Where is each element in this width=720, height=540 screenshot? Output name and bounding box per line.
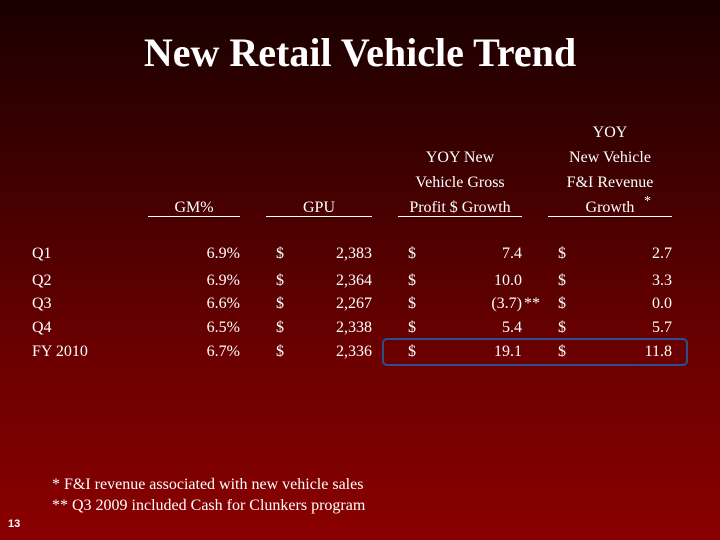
- row-2-gpu-cur: $: [276, 295, 284, 312]
- row-2-fi: 0.0: [652, 295, 672, 312]
- header-yoy-gross-line1: YOY New: [425, 149, 495, 166]
- row-1-gpu-cur: $: [276, 272, 284, 289]
- fy2010-highlight-box: [382, 338, 688, 366]
- row-0-gpu-cur: $: [276, 245, 284, 262]
- row-3-fi-cur: $: [558, 319, 566, 336]
- row-2-gpu: 2,267: [336, 295, 372, 312]
- header-yoy-fi-footnote-marker: *: [644, 194, 651, 209]
- header-yoy-fi-line3: F&I Revenue: [566, 174, 654, 191]
- header-gpu: GPU: [302, 199, 335, 216]
- row-4-gross: 19.1: [494, 343, 522, 360]
- row-0-gross: 7.4: [502, 245, 522, 262]
- row-1-gross-cur: $: [408, 272, 416, 289]
- row-1-label: Q2: [32, 272, 52, 289]
- header-yoy-gross-underline: [398, 216, 522, 217]
- row-4-gpu-cur: $: [276, 343, 284, 360]
- row-0-fi-cur: $: [558, 245, 566, 262]
- row-4-gross-cur: $: [408, 343, 416, 360]
- row-4-fi-cur: $: [558, 343, 566, 360]
- row-3-gm: 6.5%: [206, 319, 240, 336]
- row-2-gm: 6.6%: [206, 295, 240, 312]
- row-2-gross-note: **: [524, 295, 540, 312]
- row-3-gross: 5.4: [502, 319, 522, 336]
- header-yoy-fi-line2: New Vehicle: [569, 149, 651, 166]
- row-3-gpu: 2,338: [336, 319, 372, 336]
- row-0-gm: 6.9%: [206, 245, 240, 262]
- row-4-label: FY 2010: [32, 343, 88, 360]
- row-3-gpu-cur: $: [276, 319, 284, 336]
- row-1-fi: 3.3: [652, 272, 672, 289]
- row-2-gross: (3.7): [491, 295, 522, 312]
- row-1-gpu: 2,364: [336, 272, 372, 289]
- row-4-gpu: 2,336: [336, 343, 372, 360]
- header-yoy-fi-line1: YOY: [592, 124, 628, 141]
- row-3-fi: 5.7: [652, 319, 672, 336]
- row-2-fi-cur: $: [558, 295, 566, 312]
- row-0-gpu: 2,383: [336, 245, 372, 262]
- header-gm: GM%: [174, 199, 214, 216]
- slide-title: New Retail Vehicle Trend: [143, 30, 577, 75]
- header-yoy-fi-line4: Growth: [585, 199, 635, 216]
- row-2-label: Q3: [32, 295, 52, 312]
- row-1-fi-cur: $: [558, 272, 566, 289]
- header-yoy-fi-underline: [548, 216, 672, 217]
- row-3-label: Q4: [32, 319, 52, 336]
- page-number: 13: [8, 518, 21, 530]
- footnote-double-star: ** Q3 2009 included Cash for Clunkers pr…: [52, 497, 366, 514]
- row-4-gm: 6.7%: [206, 343, 240, 360]
- row-0-fi: 2.7: [652, 245, 672, 262]
- row-2-gross-cur: $: [408, 295, 416, 312]
- footnote-single-star: * F&I revenue associated with new vehicl…: [52, 476, 364, 493]
- header-yoy-gross-line3: Profit $ Growth: [409, 199, 511, 216]
- row-1-gross: 10.0: [494, 272, 522, 289]
- header-gpu-underline: [266, 216, 372, 217]
- header-yoy-gross-line2: Vehicle Gross: [415, 174, 505, 191]
- row-1-gm: 6.9%: [206, 272, 240, 289]
- header-gm-underline: [148, 216, 240, 217]
- row-4-fi: 11.8: [644, 343, 672, 360]
- row-0-gross-cur: $: [408, 245, 416, 262]
- row-3-gross-cur: $: [408, 319, 416, 336]
- row-0-label: Q1: [32, 245, 52, 262]
